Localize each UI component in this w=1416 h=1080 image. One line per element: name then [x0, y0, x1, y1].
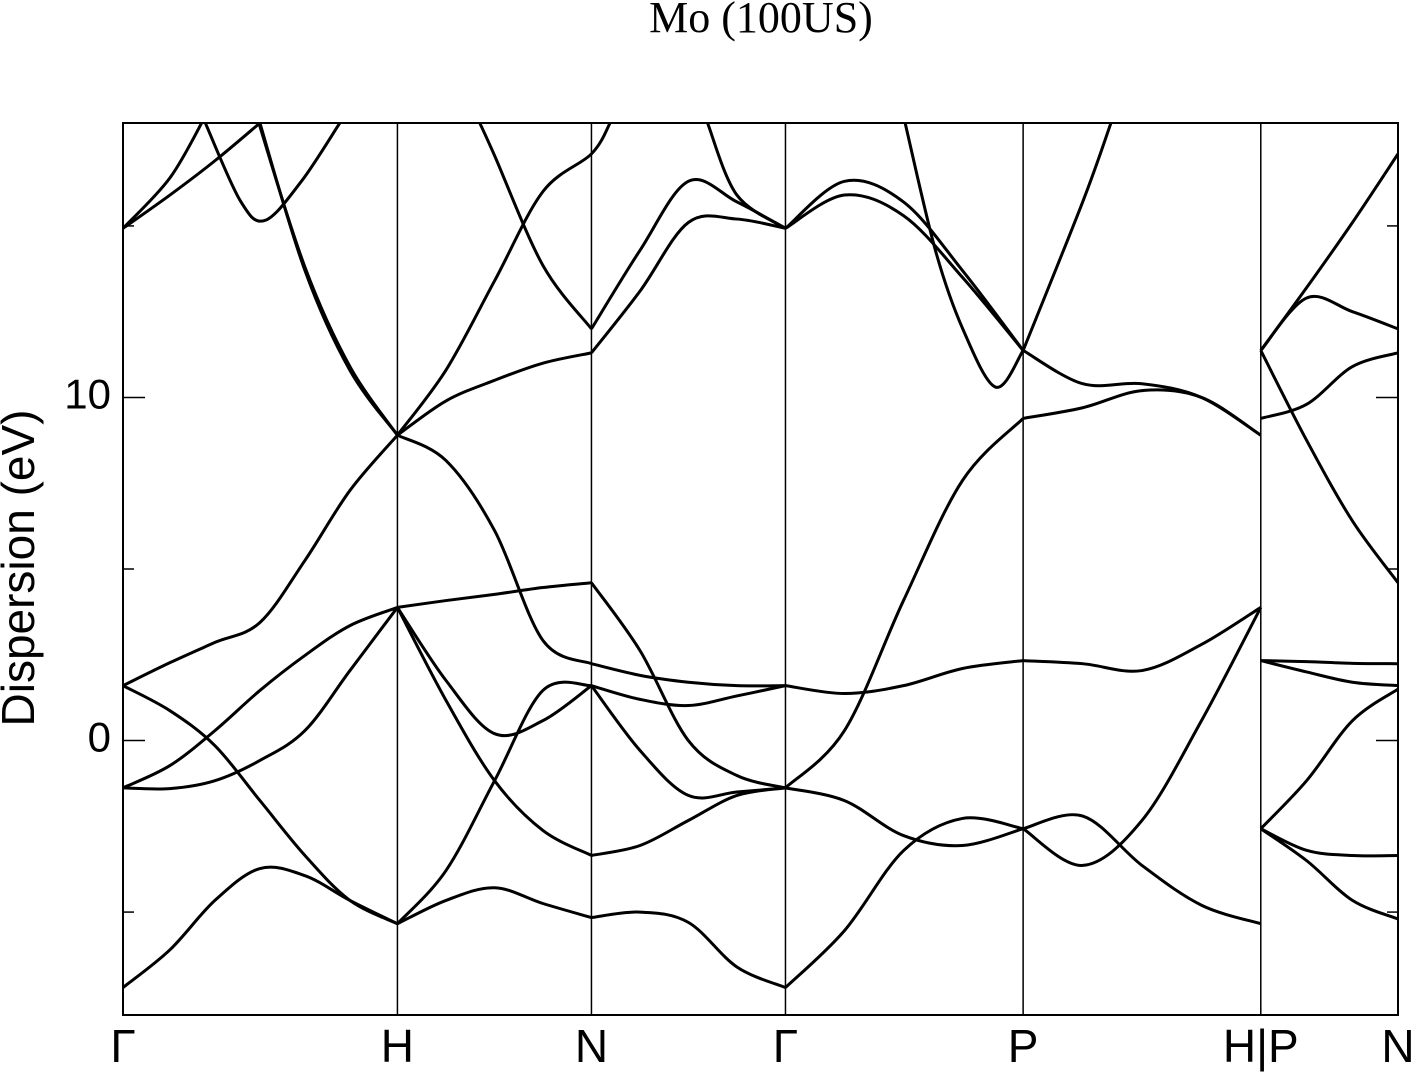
- band-line: [1022, 606, 1263, 867]
- band-line: [1260, 827, 1398, 858]
- band-line: [1022, 349, 1262, 437]
- band-line: [785, 659, 1024, 696]
- y-tick-label: 0: [88, 714, 111, 761]
- band-line: [123, 606, 398, 790]
- band-line: [257, 123, 399, 437]
- band-line: [396, 123, 612, 437]
- band-line: [1260, 659, 1398, 666]
- band-line: [590, 214, 786, 354]
- band-line: [396, 886, 592, 926]
- band-line: [706, 123, 787, 230]
- band-line: [1259, 153, 1398, 352]
- band-line: [478, 123, 593, 330]
- band-line: [123, 123, 261, 230]
- band-line: [590, 684, 786, 800]
- y-tick-label: 10: [64, 371, 111, 418]
- x-tick-label: Γ: [110, 1020, 135, 1072]
- band-line: [591, 684, 786, 708]
- band-line: [903, 123, 1025, 389]
- band-line: [591, 662, 786, 688]
- band-line: [785, 786, 1024, 848]
- band-line: [123, 606, 399, 791]
- band-line: [1021, 123, 1113, 352]
- band-line: [123, 434, 399, 687]
- band-line: [591, 910, 787, 989]
- band-line: [784, 193, 1025, 352]
- band-line: [590, 178, 787, 330]
- band-line: [1023, 606, 1262, 673]
- x-tick-label: P: [1008, 1020, 1039, 1072]
- chart-title: Mo (100US): [649, 0, 873, 42]
- x-tick-label: N: [1381, 1020, 1414, 1072]
- band-line: [784, 816, 1024, 989]
- band-line: [396, 606, 593, 857]
- band-line: [1259, 827, 1398, 921]
- band-line: [784, 417, 1025, 789]
- band-line: [203, 123, 342, 223]
- band-line: [591, 786, 786, 857]
- band-line: [1260, 659, 1398, 688]
- band-line: [258, 123, 399, 437]
- x-tick-label: H: [381, 1020, 414, 1072]
- band-line: [784, 178, 1025, 352]
- band-line: [397, 581, 592, 609]
- band-line: [396, 606, 593, 738]
- band-line: [123, 123, 204, 230]
- band-line: [123, 865, 399, 989]
- band-line: [590, 581, 786, 790]
- band-line: [1260, 351, 1398, 420]
- bands: [123, 123, 1398, 989]
- band-line: [396, 433, 593, 666]
- band-line: [123, 684, 399, 926]
- band-line: [1259, 349, 1398, 584]
- x-tick-label: H|P: [1223, 1020, 1299, 1072]
- y-axis-label: Dispersion (eV): [0, 410, 44, 727]
- band-line: [396, 351, 592, 437]
- x-tick-label: Γ: [773, 1020, 798, 1072]
- band-line: [1259, 687, 1398, 830]
- x-tick-label: N: [575, 1020, 608, 1072]
- band-line: [1022, 813, 1262, 926]
